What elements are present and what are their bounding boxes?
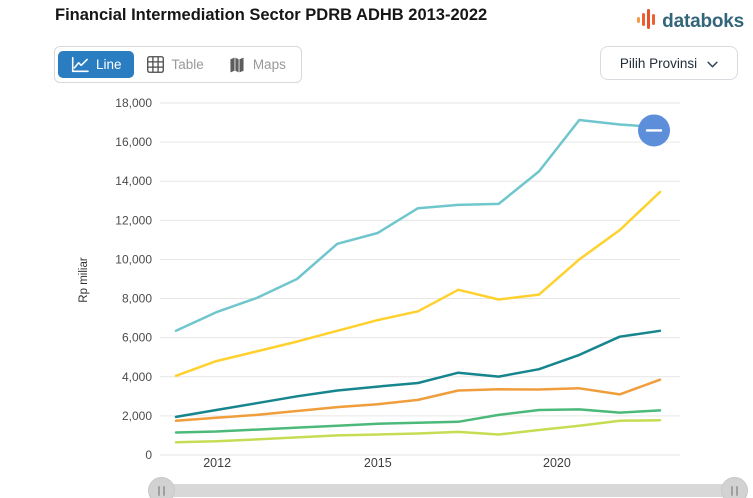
y-axis-tick-label: 6,000 xyxy=(122,331,152,345)
x-axis-tick-label: 2020 xyxy=(543,456,571,470)
y-axis-title: Rp miliar xyxy=(78,257,90,303)
line-chart: 0 2,000 4,000 6,000 8,000 10,000 12,000 14,000 1… xyxy=(78,96,680,470)
line-series-1 xyxy=(174,118,662,333)
y-axis-tick-label: 12,000 xyxy=(115,213,152,227)
y-axis-tick-label: 18,000 xyxy=(115,96,152,110)
line-series-3 xyxy=(174,329,662,419)
chevron-down-icon xyxy=(707,56,718,71)
y-axis-tick-label: 10,000 xyxy=(115,252,152,266)
chart-type-tabs: Line Table Maps xyxy=(54,46,302,83)
collapse-series-button[interactable] xyxy=(638,114,670,147)
tab-maps[interactable]: Maps xyxy=(216,51,298,79)
tab-line[interactable]: Line xyxy=(58,51,134,78)
y-axis-tick-label: 4,000 xyxy=(122,370,152,384)
maps-icon xyxy=(228,56,246,74)
province-dropdown[interactable]: Pilih Provinsi xyxy=(600,46,738,80)
line-chart-icon xyxy=(70,56,89,73)
x-axis-tick-label: 2012 xyxy=(203,456,231,470)
table-icon xyxy=(146,55,165,74)
y-axis-tick-label: 2,000 xyxy=(122,409,152,423)
databoks-bars-icon xyxy=(636,6,660,37)
tab-table-label: Table xyxy=(171,57,204,72)
databoks-logo[interactable]: databoks xyxy=(636,6,744,37)
y-axis-tick-label: 8,000 xyxy=(122,292,152,306)
tab-maps-label: Maps xyxy=(252,57,286,72)
line-series-4 xyxy=(174,378,662,423)
province-dropdown-label: Pilih Provinsi xyxy=(619,55,698,71)
tab-line-label: Line xyxy=(96,57,122,72)
line-series-5 xyxy=(174,408,662,434)
line-series-2 xyxy=(174,190,662,378)
y-axis-tick-label: 16,000 xyxy=(115,135,152,149)
x-axis-tick-label: 2015 xyxy=(364,456,392,470)
y-axis-tick-label: 14,000 xyxy=(115,174,152,188)
line-series-6 xyxy=(174,418,662,444)
page-title: Financial Intermediation Sector PDRB ADH… xyxy=(55,6,488,24)
slider-handle-left[interactable] xyxy=(148,477,175,498)
slider-handle-right[interactable] xyxy=(721,477,748,498)
x-range-slider-track[interactable] xyxy=(162,484,734,497)
tab-table[interactable]: Table xyxy=(134,50,216,79)
y-axis-tick-label: 0 xyxy=(145,448,152,462)
databoks-wordmark: databoks xyxy=(662,10,744,32)
